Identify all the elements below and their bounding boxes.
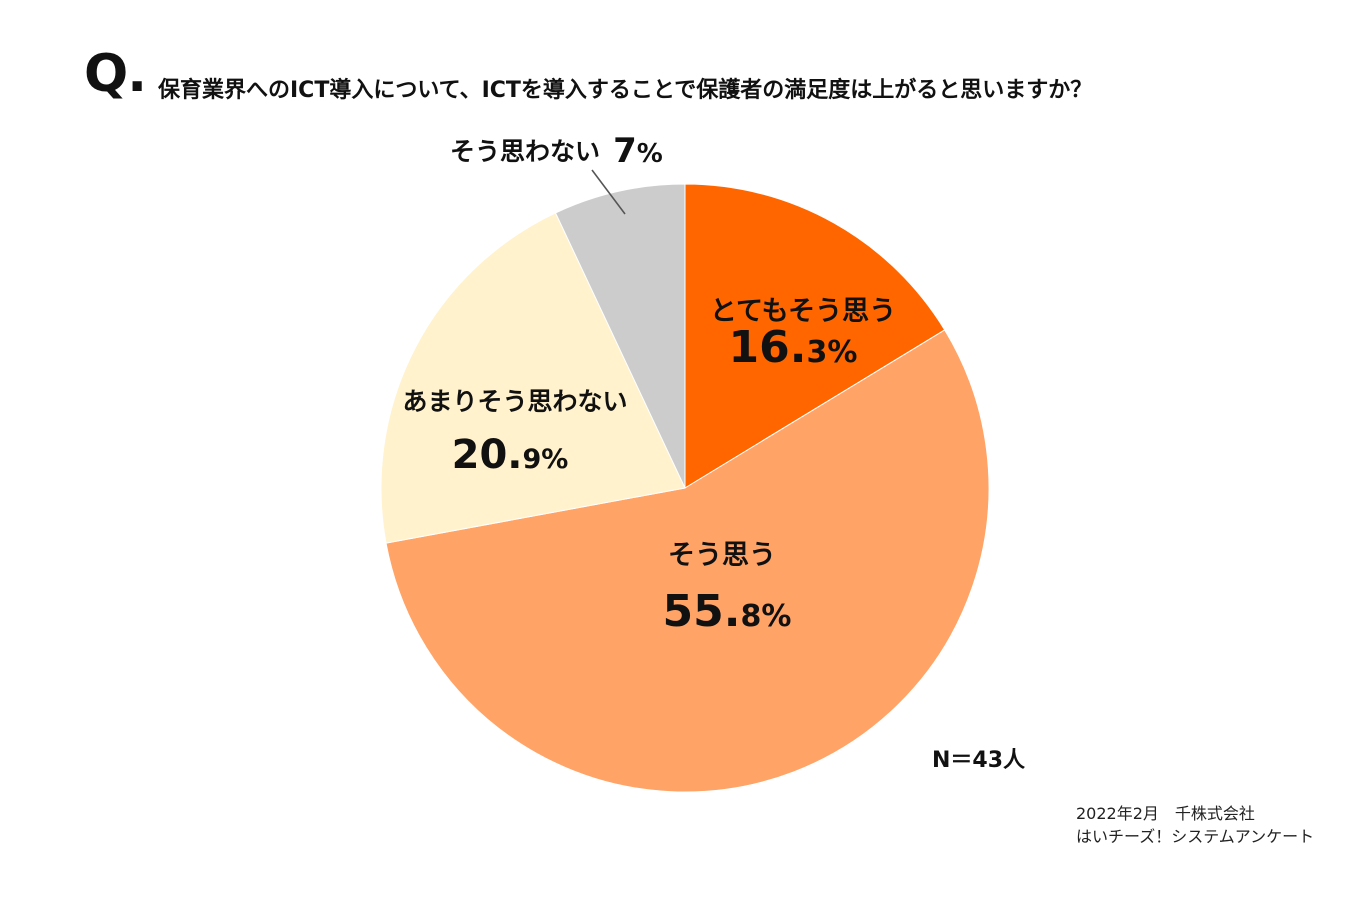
slice-totemo-so-omou — [684, 183, 946, 489]
slice-so-omou-value: 55.8% — [663, 586, 792, 637]
question-text: 保育業界へのICT導入について、ICTを導入することで保護者の満足度は上がると思… — [158, 78, 1093, 103]
slice-so-omou — [385, 329, 990, 793]
source-line-1: 2022年2月 千株式会社 — [1076, 804, 1255, 823]
slice-totemo-so-omou-value: 16.3% — [729, 322, 858, 373]
leader-line-so-omowanai — [591, 169, 626, 215]
slice-amari-so-omowanai — [380, 212, 686, 544]
slice-amari-so-omowanai-label: あまりそう思わない — [402, 387, 627, 416]
slice-totemo-so-omou-label: とてもそう思う — [710, 296, 896, 327]
sample-size-label: N＝43人 — [932, 748, 1026, 773]
slice-so-omowanai-label: そう思わない — [450, 137, 600, 166]
source-line-2: はいチーズ！システムアンケート — [1076, 827, 1315, 846]
source-note: 2022年2月 千株式会社 はいチーズ！システムアンケート — [1076, 802, 1314, 848]
slice-so-omou-label: そう思う — [668, 540, 776, 571]
question-mark: Q. — [84, 44, 147, 104]
pie-slices — [380, 183, 990, 793]
slice-so-omowanai — [554, 183, 686, 489]
slice-so-omowanai-value: 7% — [613, 131, 663, 171]
slice-amari-so-omowanai-value: 20.9% — [452, 432, 569, 478]
